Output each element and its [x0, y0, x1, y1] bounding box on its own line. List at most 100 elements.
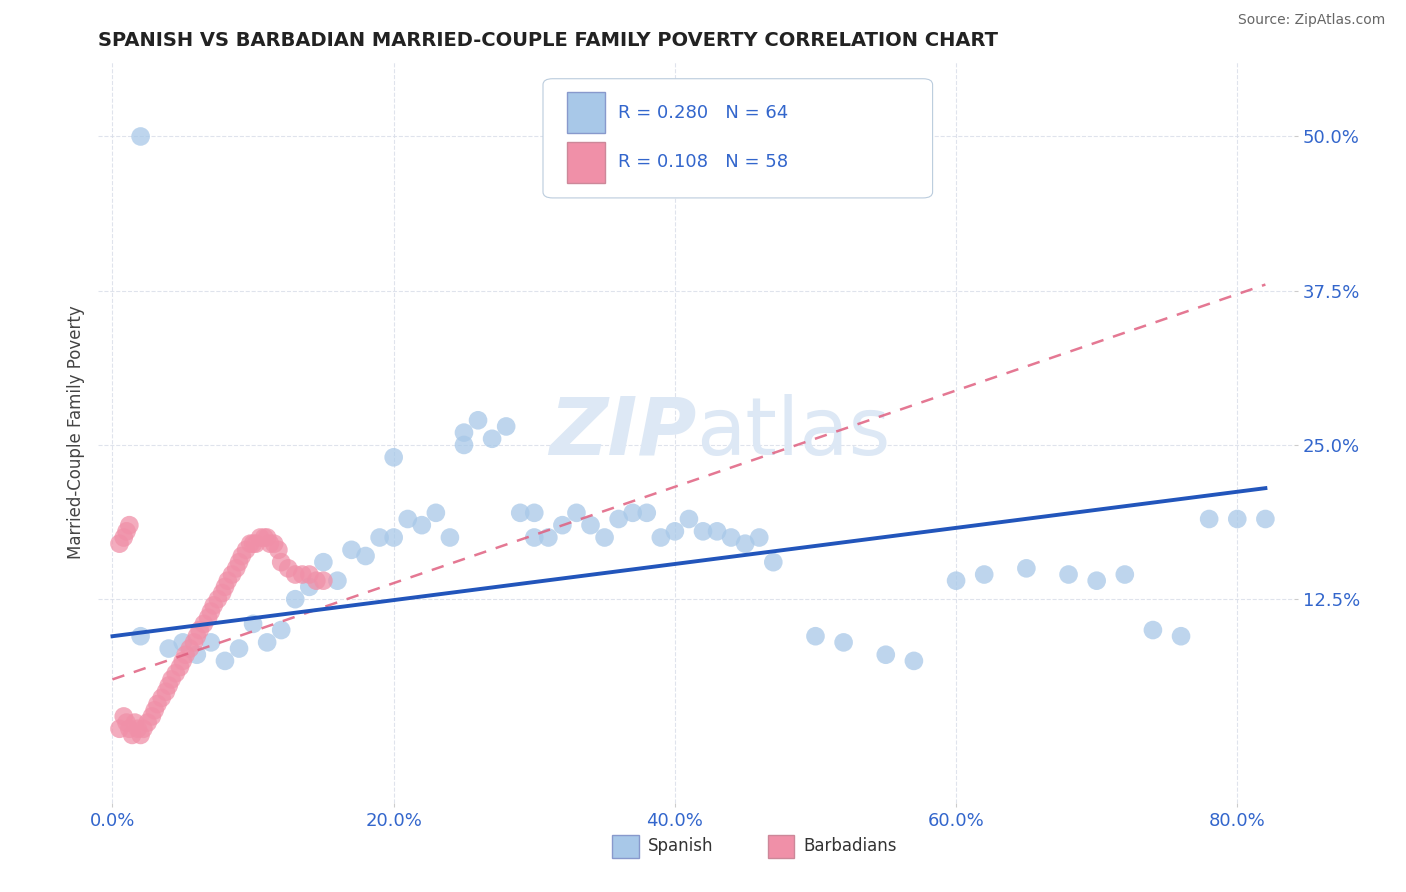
Point	[382, 450, 405, 465]
Point	[112, 709, 135, 723]
Point	[121, 728, 143, 742]
Text: Barbadians: Barbadians	[804, 838, 897, 855]
Point	[396, 512, 419, 526]
Point	[259, 536, 281, 550]
Point	[467, 413, 489, 427]
Point	[214, 580, 236, 594]
Point	[127, 722, 149, 736]
Point	[186, 648, 208, 662]
Point	[231, 549, 253, 563]
Point	[875, 648, 897, 662]
Point	[129, 629, 152, 643]
Point	[291, 567, 314, 582]
Point	[284, 567, 307, 582]
Point	[720, 531, 742, 545]
Point	[207, 592, 229, 607]
Point	[200, 635, 222, 649]
Point	[636, 506, 658, 520]
Point	[579, 518, 602, 533]
Point	[186, 629, 208, 643]
Point	[200, 605, 222, 619]
Point	[481, 432, 503, 446]
Point	[242, 536, 264, 550]
Text: SPANISH VS BARBADIAN MARRIED-COUPLE FAMILY POVERTY CORRELATION CHART: SPANISH VS BARBADIAN MARRIED-COUPLE FAMI…	[98, 30, 998, 50]
Y-axis label: Married-Couple Family Poverty: Married-Couple Family Poverty	[66, 306, 84, 559]
Point	[340, 542, 363, 557]
Point	[973, 567, 995, 582]
Point	[245, 536, 267, 550]
Point	[141, 709, 163, 723]
Point	[368, 531, 391, 545]
Point	[157, 679, 180, 693]
Point	[277, 561, 299, 575]
Point	[172, 635, 194, 649]
Point	[188, 623, 211, 637]
Point	[193, 616, 215, 631]
Point	[221, 567, 243, 582]
Point	[270, 623, 292, 637]
Point	[439, 531, 461, 545]
Point	[169, 660, 191, 674]
Point	[326, 574, 349, 588]
Point	[284, 592, 307, 607]
Point	[1114, 567, 1136, 582]
Point	[903, 654, 925, 668]
Point	[143, 703, 166, 717]
Point	[235, 542, 257, 557]
Point	[160, 673, 183, 687]
Point	[174, 648, 197, 662]
Text: Source: ZipAtlas.com: Source: ZipAtlas.com	[1237, 13, 1385, 28]
Text: R = 0.108   N = 58: R = 0.108 N = 58	[619, 153, 789, 171]
Point	[593, 531, 616, 545]
Point	[129, 728, 152, 742]
Point	[762, 555, 785, 569]
Point	[256, 635, 278, 649]
Point	[1015, 561, 1038, 575]
FancyBboxPatch shape	[567, 142, 605, 183]
Point	[183, 635, 205, 649]
Point	[565, 506, 588, 520]
Point	[298, 580, 321, 594]
Point	[706, 524, 728, 539]
Point	[242, 616, 264, 631]
Point	[453, 438, 475, 452]
FancyBboxPatch shape	[768, 835, 794, 858]
Point	[124, 715, 146, 730]
Point	[692, 524, 714, 539]
FancyBboxPatch shape	[567, 93, 605, 133]
Point	[305, 574, 328, 588]
Point	[312, 555, 335, 569]
Point	[197, 611, 219, 625]
Point	[1142, 623, 1164, 637]
Point	[298, 567, 321, 582]
Point	[354, 549, 377, 563]
Point	[1254, 512, 1277, 526]
Point	[1085, 574, 1108, 588]
Point	[157, 641, 180, 656]
FancyBboxPatch shape	[543, 78, 932, 198]
Point	[115, 524, 138, 539]
Point	[150, 690, 173, 705]
Point	[425, 506, 447, 520]
Point	[607, 512, 630, 526]
Point	[1170, 629, 1192, 643]
Point	[132, 722, 155, 736]
Point	[115, 715, 138, 730]
Text: ZIP: ZIP	[548, 393, 696, 472]
Point	[509, 506, 531, 520]
Point	[211, 586, 233, 600]
Point	[155, 685, 177, 699]
Point	[165, 666, 187, 681]
Point	[523, 506, 546, 520]
Point	[267, 542, 290, 557]
Point	[129, 129, 152, 144]
Point	[263, 536, 285, 550]
Point	[945, 574, 967, 588]
Point	[202, 599, 225, 613]
Point	[239, 536, 262, 550]
Point	[118, 518, 141, 533]
Point	[411, 518, 433, 533]
Point	[1198, 512, 1220, 526]
Point	[621, 506, 644, 520]
Point	[179, 641, 201, 656]
